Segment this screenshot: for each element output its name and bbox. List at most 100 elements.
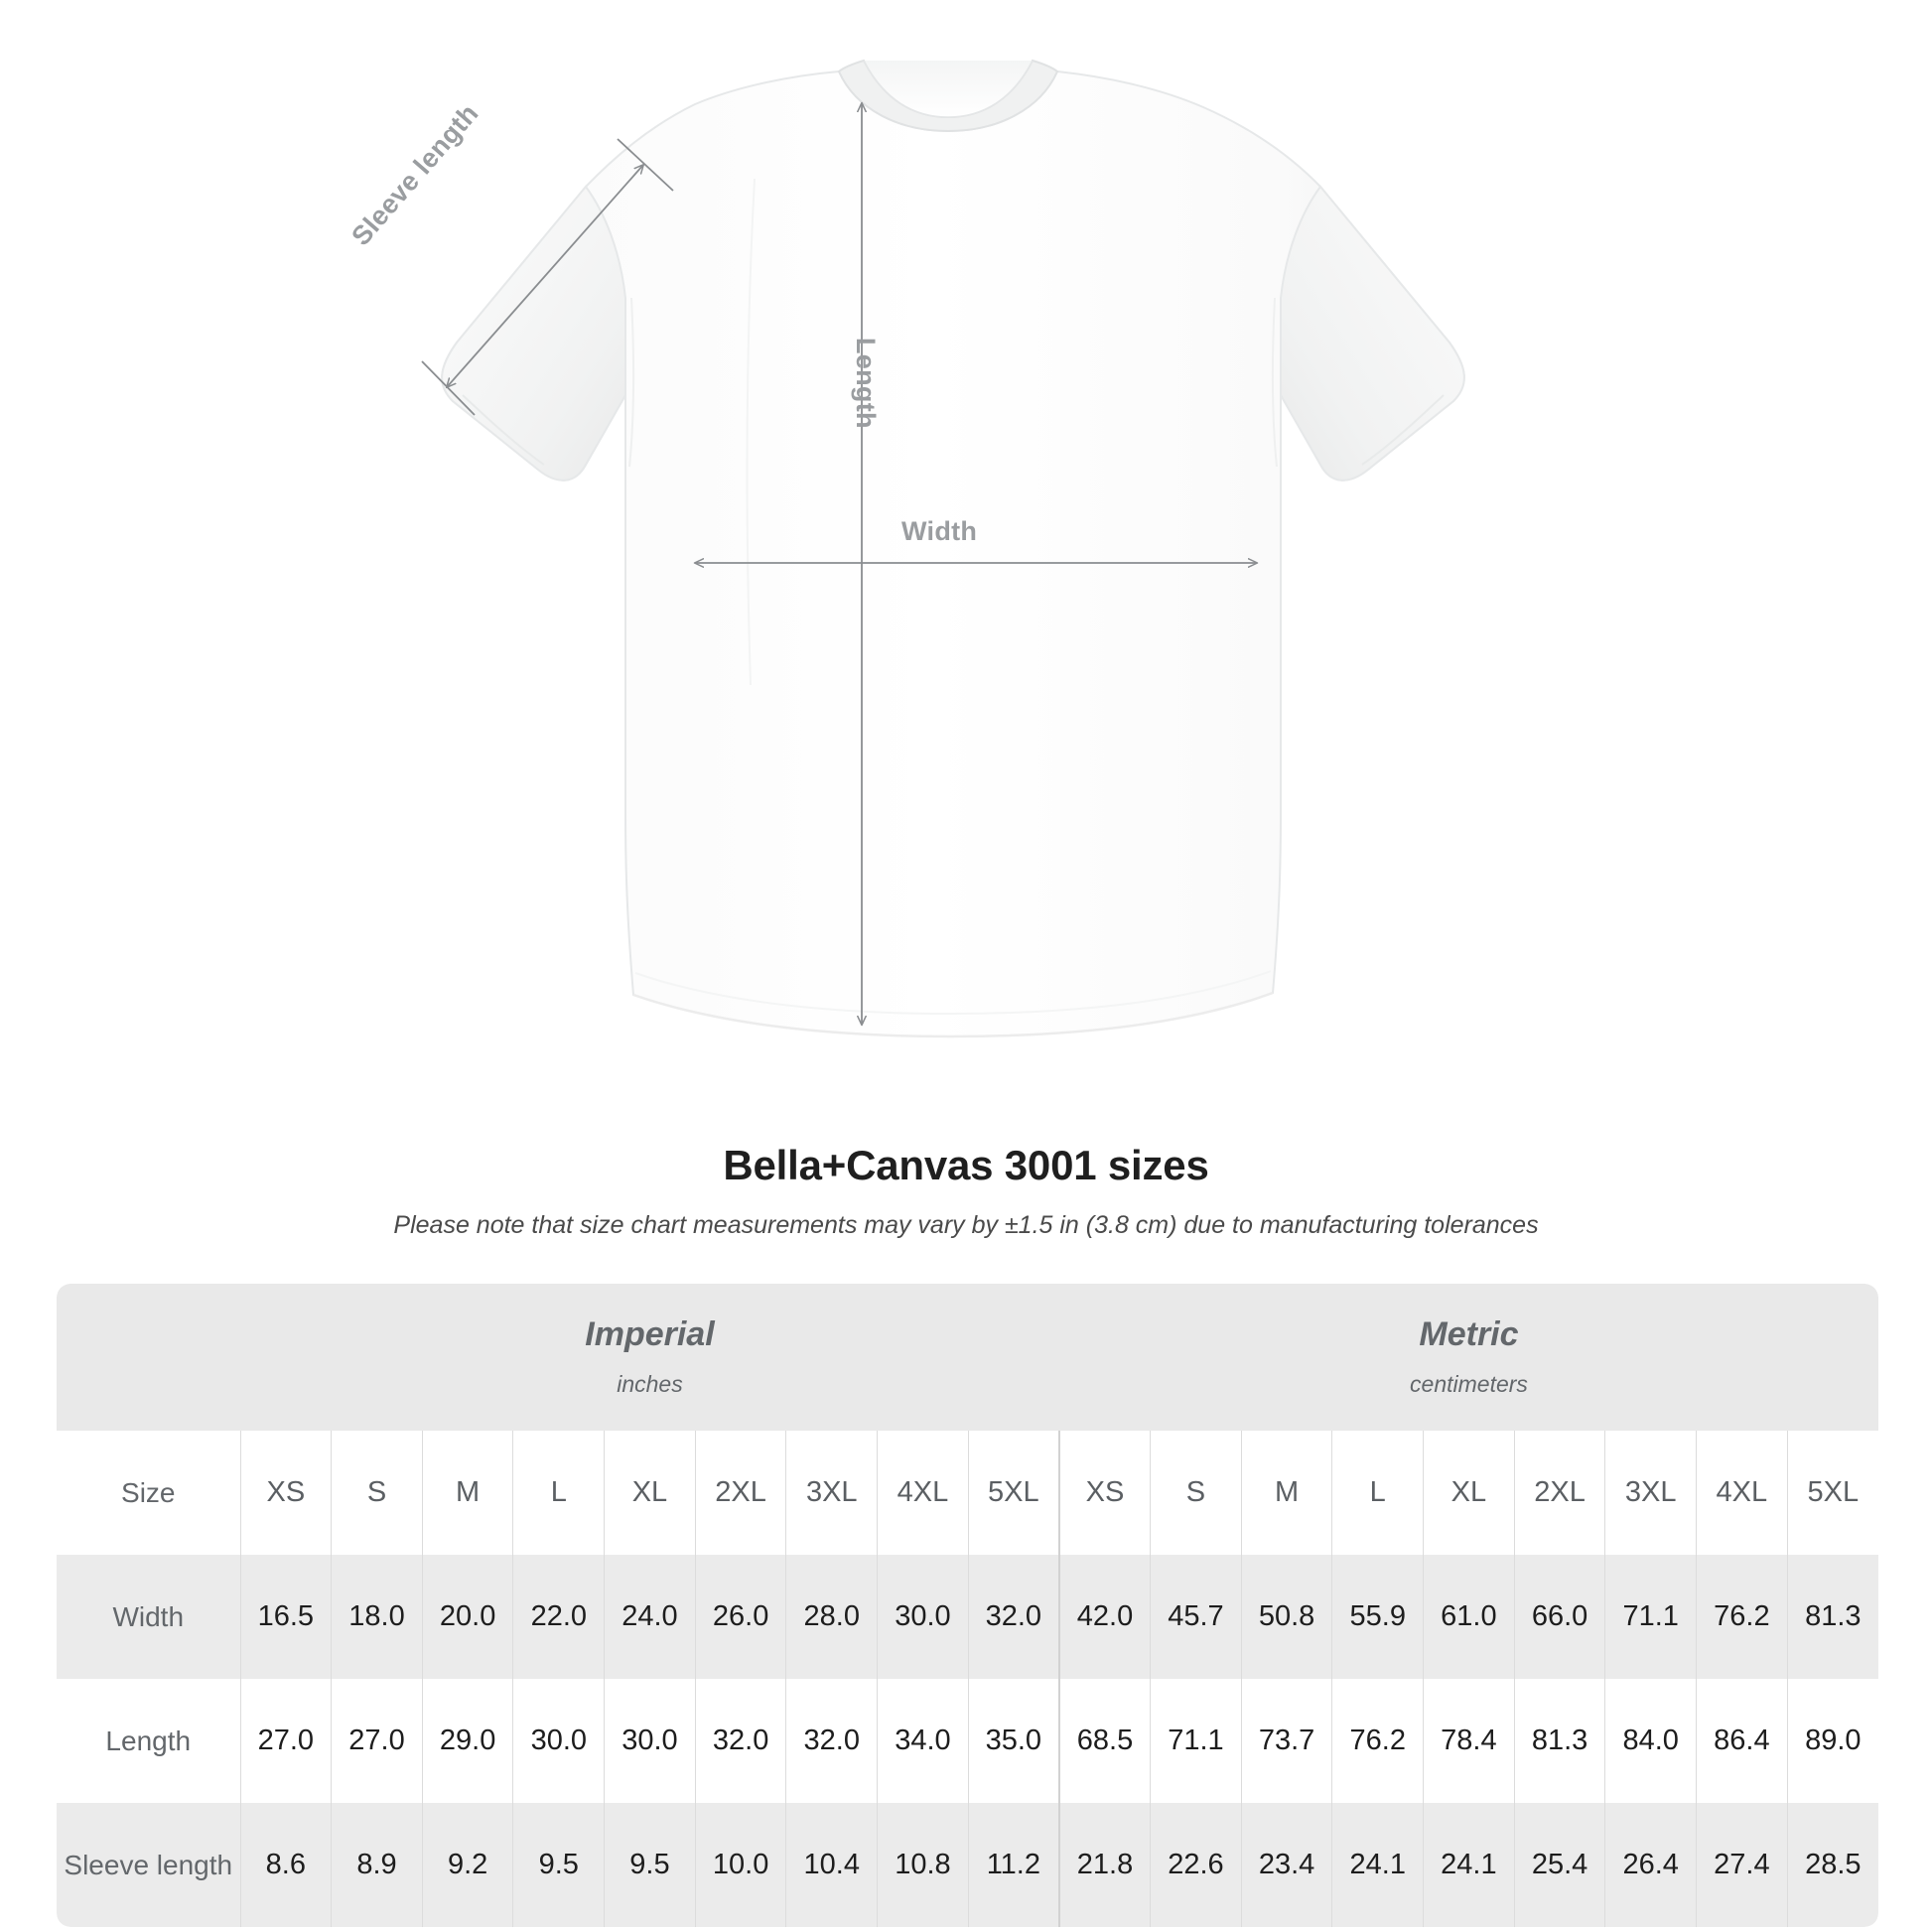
size-header-cell: 2XL [1513, 1431, 1605, 1555]
size-header-row: Size XS S M L XL 2XL 3XL 4XL 5XL XS S M L XL 2XL 3XL 4XL 5… [57, 1431, 1878, 1555]
measurement-cell: 9.5 [604, 1803, 696, 1927]
size-header-cell: XS [239, 1431, 332, 1555]
measurement-cell: 27.0 [331, 1679, 423, 1803]
size-header-cell: S [331, 1431, 423, 1555]
measurement-cell: 22.6 [1150, 1803, 1242, 1927]
width-label: Width [901, 516, 978, 546]
measurement-cell: 66.0 [1513, 1555, 1605, 1679]
size-header-cell: L [1331, 1431, 1424, 1555]
measurement-cell: 10.0 [694, 1803, 786, 1927]
measurement-cell: 16.5 [239, 1555, 332, 1679]
sleeve-tick-top [617, 138, 674, 192]
size-header-cell: XL [604, 1431, 696, 1555]
measurement-cell: 55.9 [1331, 1555, 1424, 1679]
measurement-cell: 21.8 [1057, 1803, 1151, 1927]
measurement-cell: 27.0 [239, 1679, 332, 1803]
tshirt-graphic [441, 59, 1465, 1038]
size-header-cell: XS [1057, 1431, 1151, 1555]
measurement-cell: 68.5 [1057, 1679, 1151, 1803]
unit-section-imperial: Imperial inches [240, 1284, 1059, 1431]
measurement-cell: 9.5 [512, 1803, 605, 1927]
size-header-cell: L [512, 1431, 605, 1555]
row-header-width: Width [57, 1555, 240, 1679]
measurement-cell: 29.0 [421, 1679, 513, 1803]
size-chart-table-wrap: Imperial inches Metric centimeters Size XS S M L… [57, 1284, 1878, 1927]
measurement-cell: 10.4 [785, 1803, 878, 1927]
measurement-cell: 32.0 [785, 1679, 878, 1803]
measurement-cell: 71.1 [1150, 1679, 1242, 1803]
tshirt-left-sleeve [441, 185, 626, 482]
unit-name-metric: Metric [1419, 1314, 1519, 1353]
measurement-cell: 24.1 [1423, 1803, 1515, 1927]
measurement-cell: 26.0 [694, 1555, 786, 1679]
size-header-cell: 3XL [1604, 1431, 1697, 1555]
measurement-cell: 34.0 [877, 1679, 969, 1803]
unit-section-metric: Metric centimeters [1058, 1284, 1878, 1431]
measurement-cell: 20.0 [421, 1555, 513, 1679]
size-header-cell: 5XL [1786, 1431, 1878, 1555]
measurement-cell: 28.5 [1786, 1803, 1878, 1927]
measurement-cell: 22.0 [512, 1555, 605, 1679]
size-header-cell: 2XL [694, 1431, 786, 1555]
measurement-cell: 81.3 [1513, 1679, 1605, 1803]
measurement-cell: 50.8 [1240, 1555, 1332, 1679]
measurement-cell: 76.2 [1331, 1679, 1424, 1803]
unit-sub-imperial: inches [617, 1370, 683, 1397]
measurement-cell: 32.0 [694, 1679, 786, 1803]
unit-header-spacer [57, 1284, 240, 1431]
measurement-cell: 73.7 [1240, 1679, 1332, 1803]
row-header-length: Length [57, 1679, 240, 1803]
sleeve-tick-bottom [421, 360, 476, 416]
measurement-cell: 30.0 [512, 1679, 605, 1803]
measurement-cell: 8.9 [331, 1803, 423, 1927]
unit-name-imperial: Imperial [585, 1314, 715, 1353]
measurement-cell: 23.4 [1240, 1803, 1332, 1927]
measurement-cell: 84.0 [1604, 1679, 1697, 1803]
tshirt-measurement-diagram: Sleeve length Length Width [345, 59, 1465, 1038]
table-row: Length 27.0 27.0 29.0 30.0 30.0 32.0 32.0 34.0 35… [57, 1679, 1878, 1803]
measurement-cell: 86.4 [1696, 1679, 1788, 1803]
measurement-cell: 9.2 [421, 1803, 513, 1927]
dimension-annotations [421, 103, 1257, 1025]
table-row: Width 16.5 18.0 20.0 22.0 24.0 26.0 28.0 30.0 32.… [57, 1555, 1878, 1679]
length-label: Length [851, 338, 881, 429]
measurement-cell: 18.0 [331, 1555, 423, 1679]
measurement-cell: 30.0 [604, 1679, 696, 1803]
measurement-cell: 27.4 [1696, 1803, 1788, 1927]
size-chart-table: Imperial inches Metric centimeters Size XS S M L… [57, 1284, 1878, 1927]
size-header-cell: 5XL [967, 1431, 1059, 1555]
measurement-cell: 45.7 [1150, 1555, 1242, 1679]
size-header-cell: 3XL [785, 1431, 878, 1555]
size-header-cell: 4XL [877, 1431, 969, 1555]
measurement-cell: 81.3 [1786, 1555, 1878, 1679]
measurement-cell: 61.0 [1423, 1555, 1515, 1679]
measurement-cell: 42.0 [1057, 1555, 1151, 1679]
measurement-cell: 32.0 [967, 1555, 1059, 1679]
unit-sub-metric: centimeters [1410, 1370, 1528, 1397]
tolerance-note: Please note that size chart measurements… [393, 1211, 1539, 1239]
measurement-cell: 89.0 [1786, 1679, 1878, 1803]
measurement-cell: 24.0 [604, 1555, 696, 1679]
size-header-cell: XL [1423, 1431, 1515, 1555]
measurement-cell: 30.0 [877, 1555, 969, 1679]
measurement-cell: 28.0 [785, 1555, 878, 1679]
unit-header-row: Imperial inches Metric centimeters [57, 1284, 1878, 1431]
size-header-cell: M [421, 1431, 513, 1555]
measurement-cell: 11.2 [967, 1803, 1059, 1927]
size-header-cell: 4XL [1696, 1431, 1788, 1555]
title-block: Bella+Canvas 3001 sizes Please note that… [0, 1142, 1932, 1240]
measurement-cell: 24.1 [1331, 1803, 1424, 1927]
sleeve-length-dimension-arrow [447, 165, 643, 387]
tshirt-right-sleeve [1280, 185, 1465, 482]
measurement-cell: 25.4 [1513, 1803, 1605, 1927]
measurement-cell: 76.2 [1696, 1555, 1788, 1679]
table-row: Sleeve length 8.6 8.9 9.2 9.5 9.5 10.0 10.4 10.8… [57, 1803, 1878, 1927]
size-header-cell: S [1150, 1431, 1242, 1555]
measurement-cell: 10.8 [877, 1803, 969, 1927]
measurement-cell: 78.4 [1423, 1679, 1515, 1803]
measurement-cell: 71.1 [1604, 1555, 1697, 1679]
row-header-sleeve-length: Sleeve length [57, 1803, 240, 1927]
measurement-cell: 26.4 [1604, 1803, 1697, 1927]
size-header-cell: M [1240, 1431, 1332, 1555]
